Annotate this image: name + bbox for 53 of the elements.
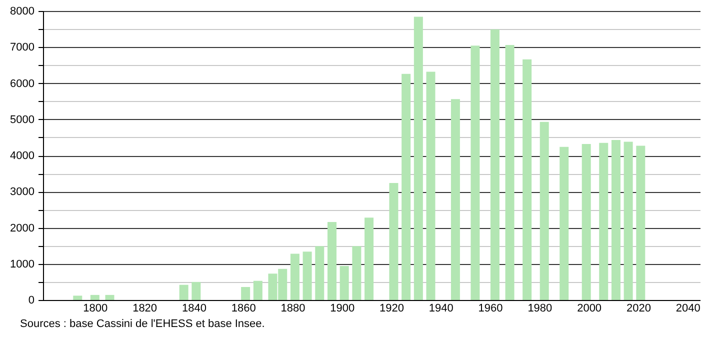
bar: [426, 72, 436, 300]
x-tick-label: 1980: [528, 302, 552, 314]
x-tick-label: 1940: [428, 302, 454, 314]
bar: [352, 246, 362, 300]
bar: [105, 294, 114, 300]
x-tick-label: 2000: [577, 302, 602, 314]
bar: [73, 296, 82, 300]
x-tick-label: 1840: [182, 302, 206, 314]
bar: [302, 252, 312, 300]
bar: [470, 46, 480, 300]
y-tick-label: 6000: [10, 78, 34, 90]
x-tick-label: 1900: [330, 302, 355, 314]
bar: [599, 142, 608, 300]
source-note: Sources : base Cassini de l'EHESS et base Insee.: [20, 318, 265, 330]
bar: [402, 74, 411, 300]
bar: [624, 142, 633, 300]
bar: [450, 99, 460, 300]
bar: [241, 286, 250, 300]
x-tick-label: 1880: [280, 302, 306, 314]
bar: [327, 222, 336, 300]
bar: [540, 122, 549, 300]
y-tick-label: 7000: [10, 42, 34, 54]
x-tick-label: 1800: [83, 302, 108, 314]
x-tick-label: 2020: [626, 302, 651, 314]
bar: [389, 182, 398, 300]
bar: [490, 29, 500, 300]
bar: [179, 284, 188, 300]
y-tick-label: 0: [28, 294, 34, 306]
y-tick-label: 3000: [10, 186, 34, 198]
y-tick-label: 1000: [10, 258, 34, 270]
bar: [560, 146, 569, 300]
bar: [414, 16, 423, 300]
x-tick-label: 1820: [132, 302, 158, 314]
x-tick-label: 1860: [231, 302, 256, 314]
bar: [582, 144, 591, 300]
bar: [340, 266, 349, 300]
x-tick-label: 1920: [380, 302, 404, 314]
bar: [253, 280, 262, 300]
bar: [636, 146, 646, 300]
bar: [505, 44, 514, 300]
y-tick-label: 5000: [10, 114, 34, 126]
bar: [315, 246, 324, 300]
y-tick-label: 4000: [10, 150, 34, 162]
x-tick-label: 2040: [676, 302, 700, 314]
bar: [364, 218, 374, 300]
bar: [611, 140, 620, 300]
bar: [90, 294, 100, 300]
x-tick-label: 1960: [478, 302, 503, 314]
bar: [192, 282, 201, 300]
bar: [290, 254, 300, 300]
bar: [522, 59, 532, 300]
y-tick-label: 2000: [10, 222, 34, 234]
y-tick-label: 8000: [10, 6, 34, 18]
